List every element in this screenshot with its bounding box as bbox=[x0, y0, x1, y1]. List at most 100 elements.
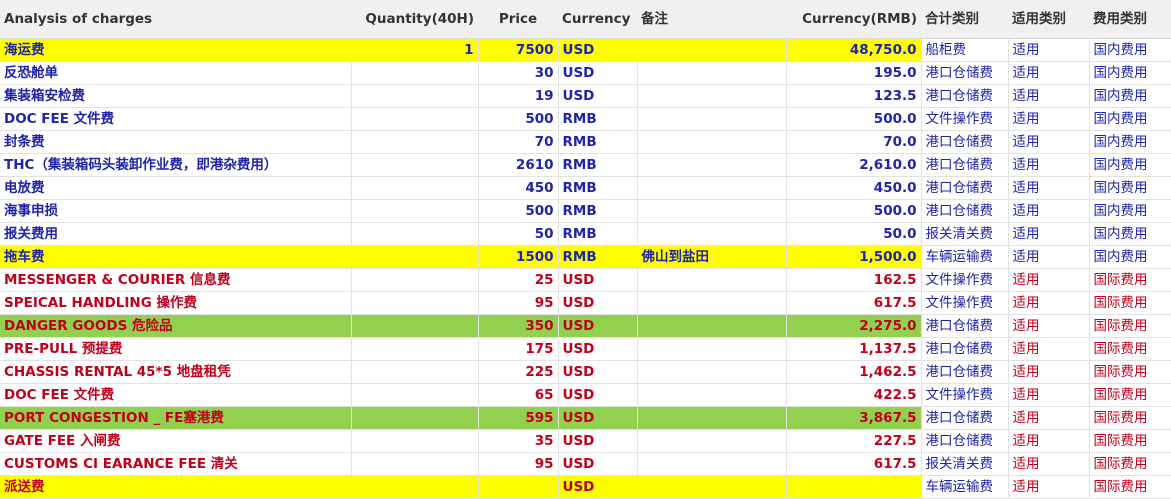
currency-cell: USD bbox=[558, 84, 638, 108]
charge-name-cell: CUSTOMS CI EARANCE FEE 清关 bbox=[0, 452, 352, 476]
rmb-amount-cell: 1,500.0 bbox=[786, 245, 922, 269]
quantity-cell bbox=[351, 429, 479, 453]
quantity-cell bbox=[351, 268, 479, 292]
apply-category-cell: 适用 bbox=[1007, 38, 1090, 62]
price-cell: 7500 bbox=[478, 38, 559, 62]
rmb-amount-cell: 3,867.5 bbox=[786, 406, 922, 430]
quantity-cell: 1 bbox=[351, 38, 479, 62]
table-row: 集装箱安检费 19 USD 123.5 港口仓储费 适用 国内费用 bbox=[0, 84, 1171, 108]
rmb-amount-cell: 48,750.0 bbox=[786, 38, 922, 62]
table-row: PORT CONGESTION _ FE塞港费 595 USD 3,867.5 港口仓储… bbox=[0, 406, 1171, 430]
price-cell: 95 bbox=[478, 452, 559, 476]
total-category-cell: 港口仓储费 bbox=[920, 61, 1009, 85]
rmb-amount-cell: 195.0 bbox=[786, 61, 922, 85]
total-category-cell: 文件操作费 bbox=[920, 291, 1009, 315]
header-quantity: Quantity(40H) bbox=[351, 0, 478, 39]
total-category-cell: 报关清关费 bbox=[920, 222, 1009, 246]
price-cell: 70 bbox=[478, 130, 559, 154]
currency-cell: USD bbox=[558, 360, 638, 384]
total-category-cell: 港口仓储费 bbox=[920, 153, 1009, 177]
quantity-cell bbox=[351, 337, 479, 361]
rmb-amount-cell: 2,610.0 bbox=[786, 153, 922, 177]
price-cell: 50 bbox=[478, 222, 559, 246]
fee-category-cell: 国际费用 bbox=[1088, 383, 1171, 407]
quantity-cell bbox=[351, 222, 479, 246]
currency-cell: USD bbox=[558, 38, 638, 62]
table-row: SPEICAL HANDLING 操作费 95 USD 617.5 文件操作费 适用 国际费… bbox=[0, 291, 1171, 315]
quantity-cell bbox=[351, 360, 479, 384]
quantity-cell bbox=[351, 130, 479, 154]
table-row: 报关费用 50 RMB 50.0 报关清关费 适用 国内费用 bbox=[0, 222, 1171, 246]
table-row: CHASSIS RENTAL 45*5 地盘租凭 225 USD 1,462.5 港口仓… bbox=[0, 360, 1171, 384]
rmb-amount-cell: 1,137.5 bbox=[786, 337, 922, 361]
table-row: 封条费 70 RMB 70.0 港口仓储费 适用 国内费用 bbox=[0, 130, 1171, 154]
currency-cell: USD bbox=[558, 314, 638, 338]
total-category-cell: 港口仓储费 bbox=[920, 406, 1009, 430]
total-category-cell: 文件操作费 bbox=[920, 383, 1009, 407]
rmb-amount-cell: 162.5 bbox=[786, 268, 922, 292]
fee-category-cell: 国际费用 bbox=[1088, 314, 1171, 338]
total-category-cell: 港口仓储费 bbox=[920, 130, 1009, 154]
table-body: 海运费 1 7500 USD 48,750.0 船柜费 适用 国内费用 反恐舱单 30 USD 195… bbox=[0, 38, 1171, 499]
fee-category-cell: 国内费用 bbox=[1088, 107, 1171, 131]
currency-cell: USD bbox=[558, 61, 638, 85]
charge-name-cell: DANGER GOODS 危险品 bbox=[0, 314, 352, 338]
total-category-cell: 报关清关费 bbox=[920, 452, 1009, 476]
total-category-cell: 港口仓储费 bbox=[920, 429, 1009, 453]
table-row: MESSENGER & COURIER 信息费 25 USD 162.5 文件操作费 适用… bbox=[0, 268, 1171, 292]
charge-name-cell: SPEICAL HANDLING 操作费 bbox=[0, 291, 352, 315]
currency-cell: USD bbox=[558, 268, 638, 292]
apply-category-cell: 适用 bbox=[1007, 475, 1090, 499]
price-cell bbox=[478, 475, 559, 499]
note-cell: 佛山到盐田 bbox=[637, 245, 787, 269]
note-cell bbox=[637, 268, 787, 292]
quantity-cell bbox=[351, 245, 479, 269]
currency-cell: USD bbox=[558, 383, 638, 407]
price-cell: 65 bbox=[478, 383, 559, 407]
table-row: 电放费 450 RMB 450.0 港口仓储费 适用 国内费用 bbox=[0, 176, 1171, 200]
fee-category-cell: 国内费用 bbox=[1088, 130, 1171, 154]
currency-cell: RMB bbox=[558, 199, 638, 223]
price-cell: 35 bbox=[478, 429, 559, 453]
fee-category-cell: 国际费用 bbox=[1088, 429, 1171, 453]
fee-category-cell: 国际费用 bbox=[1088, 360, 1171, 384]
apply-category-cell: 适用 bbox=[1007, 61, 1090, 85]
note-cell bbox=[637, 406, 787, 430]
price-cell: 2610 bbox=[478, 153, 559, 177]
header-price: Price bbox=[478, 0, 558, 39]
rmb-amount-cell: 50.0 bbox=[786, 222, 922, 246]
rmb-amount-cell: 500.0 bbox=[786, 199, 922, 223]
fee-category-cell: 国内费用 bbox=[1088, 61, 1171, 85]
note-cell bbox=[637, 107, 787, 131]
note-cell bbox=[637, 61, 787, 85]
rmb-amount-cell: 500.0 bbox=[786, 107, 922, 131]
charge-name-cell: 电放费 bbox=[0, 176, 352, 200]
fee-category-cell: 国际费用 bbox=[1088, 452, 1171, 476]
table-row: 海事申损 500 RMB 500.0 港口仓储费 适用 国内费用 bbox=[0, 199, 1171, 223]
charge-name-cell: PRE-PULL 预提费 bbox=[0, 337, 352, 361]
header-note: 备注 bbox=[637, 0, 786, 39]
total-category-cell: 文件操作费 bbox=[920, 107, 1009, 131]
rmb-amount-cell: 450.0 bbox=[786, 176, 922, 200]
table-row: DOC FEE 文件费 65 USD 422.5 文件操作费 适用 国际费用 bbox=[0, 383, 1171, 407]
fee-category-cell: 国际费用 bbox=[1088, 291, 1171, 315]
note-cell bbox=[637, 383, 787, 407]
note-cell bbox=[637, 153, 787, 177]
table-row: THC（集装箱码头装卸作业费，即港杂费用） 2610 RMB 2,610.0 港口仓储费… bbox=[0, 153, 1171, 177]
quantity-cell bbox=[351, 314, 479, 338]
apply-category-cell: 适用 bbox=[1007, 337, 1090, 361]
charge-name-cell: DOC FEE 文件费 bbox=[0, 383, 352, 407]
table-row: 海运费 1 7500 USD 48,750.0 船柜费 适用 国内费用 bbox=[0, 38, 1171, 62]
total-category-cell: 港口仓储费 bbox=[920, 314, 1009, 338]
fee-category-cell: 国内费用 bbox=[1088, 245, 1171, 269]
rmb-amount-cell: 2,275.0 bbox=[786, 314, 922, 338]
note-cell bbox=[637, 314, 787, 338]
apply-category-cell: 适用 bbox=[1007, 291, 1090, 315]
currency-cell: RMB bbox=[558, 153, 638, 177]
quantity-cell bbox=[351, 452, 479, 476]
header-currency: Currency bbox=[558, 0, 637, 39]
quantity-cell bbox=[351, 406, 479, 430]
table-row: 反恐舱单 30 USD 195.0 港口仓储费 适用 国内费用 bbox=[0, 61, 1171, 85]
total-category-cell: 船柜费 bbox=[920, 38, 1009, 62]
